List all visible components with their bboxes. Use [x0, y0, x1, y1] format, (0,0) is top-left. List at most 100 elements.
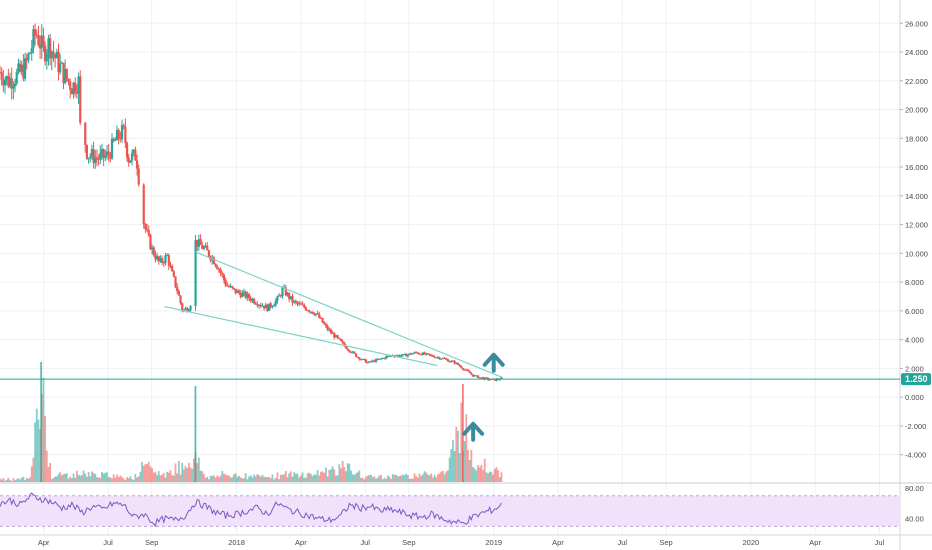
volume-bar-272 [453, 451, 456, 482]
volume-bar-285 [475, 470, 478, 482]
volume-bar-121 [201, 471, 204, 482]
volume-bar-220 [366, 475, 369, 482]
volume-bar-153 [254, 476, 257, 482]
volume-bar-41 [67, 478, 70, 482]
volume-bar-254 [423, 471, 426, 482]
volume-bar-86 [142, 465, 145, 482]
candle-body-284 [483, 377, 486, 380]
volume-bar-251 [418, 473, 421, 482]
candle-body-277 [471, 374, 475, 377]
candle-body-30 [49, 38, 52, 59]
price-tick-label: 8.000 [905, 278, 924, 287]
candle-body-213 [364, 359, 368, 363]
candle-body-7 [10, 78, 13, 89]
candle-body-214 [366, 362, 369, 364]
volume-bar-171 [284, 471, 287, 482]
volume-bar-43 [70, 478, 73, 482]
trendline-upper [195, 251, 502, 378]
candle-body-48 [79, 76, 82, 123]
candle-body-54 [92, 149, 95, 164]
candle-body-76 [129, 160, 132, 163]
volume-bar-32 [52, 478, 55, 482]
candle-body-23 [37, 35, 40, 45]
volume-bar-102 [169, 470, 172, 482]
candle-body-266 [453, 360, 456, 364]
candle-body-158 [273, 305, 276, 307]
candle-body-4 [5, 76, 8, 80]
candle-body-108 [186, 308, 189, 312]
candle-body-294 [500, 377, 503, 380]
volume-bar-104 [172, 475, 175, 482]
volume-bar-127 [211, 475, 214, 482]
candle-body-9 [13, 83, 17, 87]
volume-bar-282 [470, 450, 473, 482]
candle-body-211 [361, 358, 364, 360]
candle-body-95 [164, 255, 167, 263]
candle-body-285 [485, 377, 488, 379]
candle-body-175 [301, 304, 304, 306]
volume-bar-194 [323, 472, 326, 482]
candle-body-225 [385, 356, 388, 359]
volume-bar-119 [198, 457, 200, 482]
candle-body-245 [418, 353, 421, 355]
candle-body-280 [476, 375, 480, 378]
volume-bar-14 [22, 476, 25, 482]
volume-bar-246 [410, 478, 413, 482]
candle-body-173 [298, 303, 301, 305]
time-tick-label: Apr [38, 538, 50, 547]
candle-body-40 [65, 68, 68, 79]
candle-body-177 [304, 307, 307, 311]
volume-bar-196 [326, 476, 329, 482]
candle-body-6 [8, 78, 12, 87]
candle-body-197 [338, 337, 341, 339]
candle-body-281 [478, 377, 481, 379]
candle-body-114 [199, 239, 202, 245]
candle-body-226 [386, 355, 389, 357]
volume-bar-17 [27, 478, 30, 482]
candle-body-184 [316, 313, 319, 315]
price-tick-label: -4.000 [905, 451, 926, 460]
candle-body-268 [456, 362, 460, 365]
volume-bar-232 [386, 475, 389, 482]
candle-body-28 [45, 53, 48, 62]
volume-bar-141 [234, 473, 237, 482]
volume-bar-158 [263, 476, 265, 482]
volume-bar-84 [139, 471, 142, 482]
volume-bar-176 [293, 472, 296, 482]
candle-body-51 [87, 157, 90, 159]
candle-body-183 [314, 313, 317, 315]
volume-bar-34 [55, 476, 58, 482]
volume-bar-20 [32, 457, 35, 482]
candle-body-237 [405, 353, 408, 357]
candle-body-145 [251, 298, 254, 301]
volume-bar-217 [361, 477, 364, 482]
volume-bar-170 [283, 474, 286, 482]
volume-bar-150 [249, 475, 252, 482]
candle-body-278 [473, 375, 476, 377]
volume-bar-52 [86, 476, 88, 482]
volume-bar-138 [229, 477, 232, 482]
candle-body-107 [184, 308, 187, 310]
volume-bar-135 [224, 474, 227, 482]
volume-bar-236 [393, 474, 396, 482]
candle-body-44 [72, 82, 75, 95]
volume-bar-276 [460, 402, 463, 482]
volume-bar-262 [437, 474, 439, 482]
candle-body-159 [274, 300, 277, 306]
candle-body-167 [288, 293, 291, 299]
volume-bar-125 [208, 479, 210, 482]
volume-bar-253 [421, 474, 424, 482]
candle-body-246 [420, 353, 423, 356]
volume-bar-1 [0, 479, 3, 482]
candle-body-221 [378, 358, 381, 360]
volume-bar-267 [445, 471, 448, 482]
candle-body-276 [470, 373, 473, 375]
volume-bar-15 [24, 480, 26, 482]
candle-body-191 [328, 329, 331, 331]
candle-body-206 [353, 351, 356, 354]
candle-body-243 [415, 352, 418, 354]
volume-bar-13 [20, 477, 23, 482]
candle-body-20 [32, 29, 35, 49]
volume-bar-271 [452, 440, 454, 482]
